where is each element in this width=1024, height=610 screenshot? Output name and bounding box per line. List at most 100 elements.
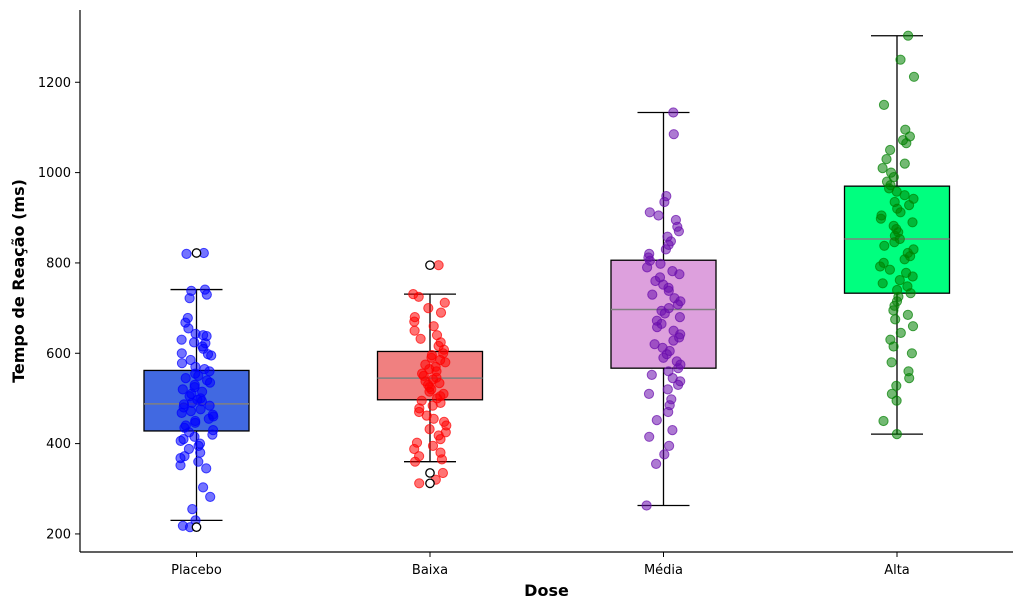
data-point [884, 264, 896, 275]
data-point [651, 415, 662, 426]
data-point [886, 357, 897, 368]
box-group [843, 30, 951, 440]
data-point [899, 158, 910, 169]
data-point [176, 334, 187, 345]
data-point [907, 321, 919, 332]
box-group [376, 260, 484, 489]
data-point [903, 30, 914, 41]
data-point [875, 261, 886, 272]
data-point [907, 217, 918, 228]
box-group [610, 107, 717, 511]
outlier-point [191, 248, 202, 258]
outlier-point [425, 478, 435, 489]
data-point [646, 369, 657, 380]
data-point [189, 337, 200, 348]
data-point [878, 415, 889, 427]
data-point [663, 406, 674, 418]
data-point [201, 289, 212, 300]
data-point [888, 341, 899, 352]
data-point [674, 269, 685, 280]
data-point [877, 278, 888, 289]
data-point [187, 504, 198, 515]
data-point [902, 309, 914, 320]
data-point [875, 213, 887, 224]
data-point [904, 373, 915, 384]
data-point [891, 380, 902, 391]
data-point [894, 275, 905, 286]
outlier-point [191, 522, 202, 533]
data-point [658, 352, 669, 363]
data-point [409, 325, 420, 336]
x-axis-title: Dose [524, 581, 569, 600]
data-point [660, 244, 672, 255]
data-point [659, 196, 670, 208]
data-point [201, 463, 212, 474]
data-point [901, 138, 912, 149]
data-point [205, 491, 216, 502]
data-point [203, 413, 214, 424]
data-point [184, 293, 195, 304]
data-point [904, 200, 915, 211]
data-point [891, 429, 903, 440]
data-point [207, 429, 218, 440]
data-point [435, 307, 447, 318]
y-tick-label: 200 [46, 527, 71, 542]
box-group [143, 247, 250, 533]
data-point [906, 348, 918, 359]
data-point [175, 435, 186, 446]
y-tick-label: 600 [46, 347, 71, 362]
x-tick-label: Baixa [412, 563, 448, 578]
data-point [193, 456, 204, 467]
data-point [644, 207, 655, 218]
data-point [907, 271, 918, 282]
data-point [891, 395, 902, 406]
data-point [668, 129, 679, 140]
y-tick-label: 400 [46, 437, 71, 452]
data-point [895, 54, 906, 65]
data-point [655, 258, 666, 269]
data-point [424, 424, 435, 435]
data-point [664, 440, 675, 451]
outlier-point [425, 260, 435, 271]
y-axis-title: Tempo de Reação (ms) [9, 179, 28, 383]
data-point [643, 388, 655, 399]
data-point [659, 308, 670, 319]
x-tick-label: Média [644, 563, 683, 578]
data-point [415, 333, 426, 344]
data-point [885, 144, 896, 156]
data-point [440, 357, 451, 368]
data-point [175, 460, 186, 471]
data-point [427, 400, 438, 411]
data-point [428, 321, 439, 332]
data-point [427, 440, 439, 451]
data-point [204, 366, 215, 377]
plot-area [143, 30, 951, 533]
data-point [641, 500, 652, 511]
x-tick-label: Alta [884, 563, 910, 578]
data-point [673, 226, 685, 237]
data-point [642, 262, 653, 273]
data-point [423, 303, 434, 314]
data-point [176, 348, 187, 359]
data-point [659, 449, 670, 460]
data-point [414, 478, 425, 489]
data-point [185, 354, 196, 366]
data-point [653, 210, 664, 221]
x-ticks: Placebo Baixa Média Alta [171, 552, 910, 578]
data-point [908, 71, 920, 82]
y-tick-label: 800 [46, 256, 71, 271]
data-point [647, 289, 658, 300]
data-point [895, 327, 906, 338]
data-point [905, 288, 916, 299]
data-point [879, 240, 890, 251]
data-point [198, 482, 209, 493]
data-point [652, 322, 663, 333]
data-point [668, 335, 679, 346]
data-point [409, 316, 420, 327]
data-point [176, 407, 187, 418]
data-point [433, 260, 444, 271]
outlier-point [425, 468, 435, 478]
data-point [663, 285, 674, 296]
y-tick-label: 1000 [38, 166, 71, 181]
